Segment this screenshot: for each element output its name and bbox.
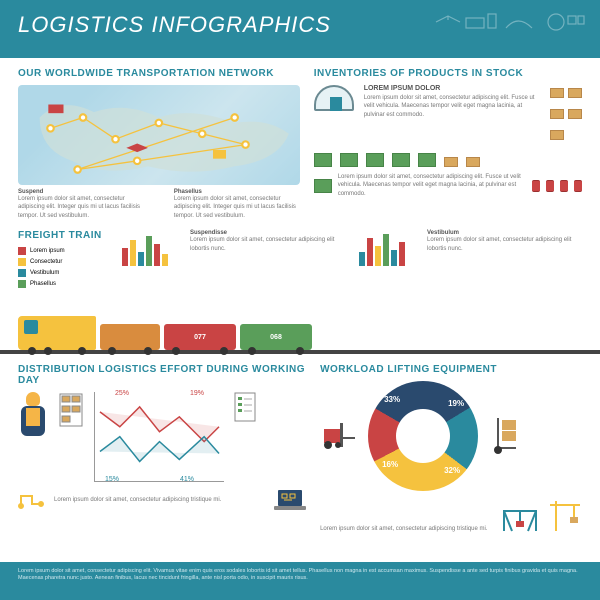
distribution-title: DISTRIBUTION LOGISTICS EFFORT DURING WOR…	[18, 364, 306, 386]
train-illustration: 077068	[0, 302, 600, 354]
shelf-icon	[58, 392, 84, 433]
header-banner: LOGISTICS INFOGRAPHICS	[0, 0, 600, 58]
forklift-icon	[320, 421, 358, 451]
workload-pie: 33% 19% 32% 16%	[368, 381, 478, 491]
pipe-icon	[18, 490, 44, 510]
map-lorem-left: Lorem ipsum dolor sit amet, consectetur …	[18, 195, 144, 220]
stock-items	[314, 153, 582, 167]
inventories-sub: LOREM IPSUM DOLOR	[364, 85, 540, 92]
header-deco-icons	[426, 10, 586, 53]
warehouse-icon	[314, 85, 354, 111]
laptop-icon	[274, 488, 306, 512]
workload-title: WORKLOAD LIFTING EQUIPMENT	[320, 364, 582, 375]
freight-legend: Lorem ipsumConsecteturVestibulumPhasellu…	[18, 247, 108, 288]
distribution-chart: 25% 19% 15% 41%	[94, 392, 224, 482]
inventories-lorem: Lorem ipsum dolor sit amet, consectetur …	[364, 94, 540, 119]
footer-lorem: Lorem ipsum dolor sit amet, consectetur …	[18, 568, 582, 582]
gantry-crane-icon	[500, 505, 540, 533]
freight-title: FREIGHT TRAIN	[18, 230, 108, 241]
world-map	[18, 85, 300, 185]
handtruck-icon	[488, 416, 522, 456]
footer-banner: Lorem ipsum dolor sit amet, consectetur …	[0, 562, 600, 600]
stock-row2: Lorem ipsum dolor sit amet, consectetur …	[314, 173, 582, 198]
checklist-icon	[234, 392, 256, 427]
map-lorem-right: Lorem ipsum dolor sit amet, consectetur …	[174, 195, 300, 220]
freight-bars-2	[359, 230, 405, 266]
network-title: OUR WORLDWIDE TRANSPORTATION NETWORK	[18, 68, 300, 79]
tower-crane-icon	[548, 497, 582, 533]
worker-icon	[18, 392, 48, 440]
freight-bars-1	[122, 230, 168, 266]
inventories-title: INVENTORIES OF PRODUCTS IN STOCK	[314, 68, 582, 79]
crate-group	[550, 85, 582, 145]
